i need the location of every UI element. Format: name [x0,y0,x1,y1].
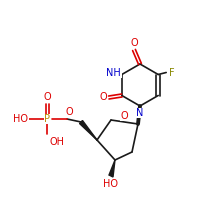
Text: O: O [130,38,138,48]
Text: F: F [169,68,175,77]
Text: O: O [65,107,73,117]
Text: NH: NH [106,68,121,77]
Text: O: O [99,92,107,102]
Text: HO: HO [14,114,29,124]
Text: O: O [43,92,51,102]
Text: O: O [121,111,128,121]
Text: P: P [44,114,50,124]
Text: N: N [136,108,144,118]
Polygon shape [109,160,115,177]
Text: HO: HO [104,179,118,189]
Polygon shape [80,120,97,140]
Text: OH: OH [49,137,64,147]
